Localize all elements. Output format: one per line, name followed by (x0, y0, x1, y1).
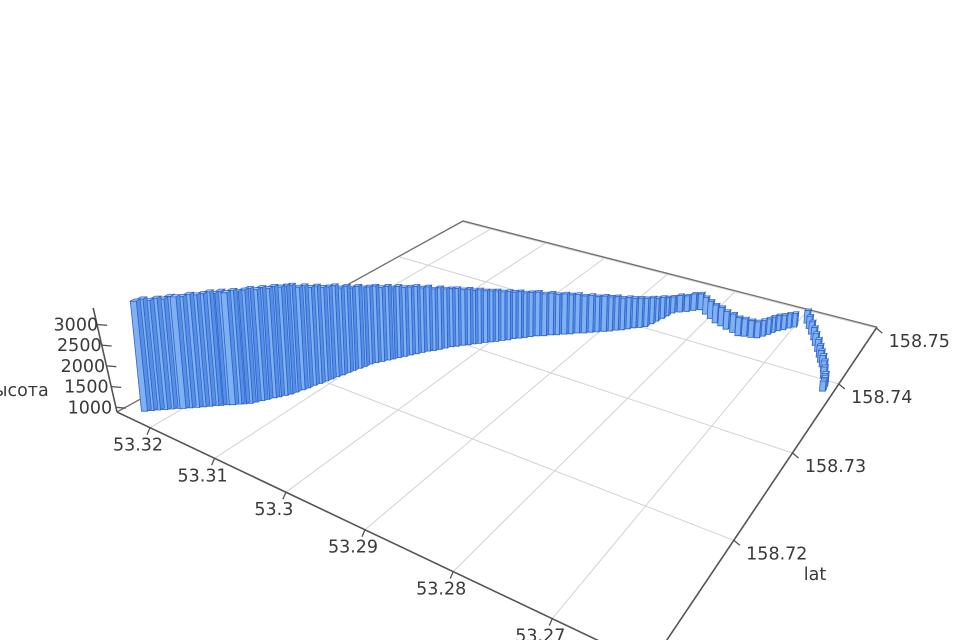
x-tick-label: 53.28 (416, 580, 466, 600)
bar-front-face (734, 317, 742, 337)
bar3d-column (753, 319, 763, 339)
x-tick (146, 427, 151, 435)
bar-front-face (683, 295, 691, 312)
axis-spines (116, 326, 878, 640)
z-axis-label: высота (0, 381, 49, 401)
x-tick-label: 53.29 (328, 538, 378, 558)
bar3d-column (818, 377, 829, 393)
bar3d-column (722, 308, 732, 331)
y-tick-label: 158.72 (746, 544, 807, 564)
bar-front-face (129, 300, 148, 412)
x-tick-label: 53.3 (254, 500, 293, 520)
bar3d-column (600, 293, 611, 333)
z-tick (111, 385, 122, 389)
z-tick-label: 1000 (68, 398, 113, 418)
z-tick (106, 365, 117, 368)
bar-front-face (697, 293, 705, 311)
bar3d-column (219, 290, 240, 406)
y-tick-label: 158.73 (805, 457, 866, 477)
bar3d-column (683, 293, 693, 313)
bar-front-face (560, 293, 568, 335)
bar-front-face (818, 380, 827, 392)
y-tick (792, 452, 799, 459)
bar3d-column (547, 290, 557, 336)
bar-front-face (701, 296, 709, 315)
x-tick-label: 53.27 (515, 627, 565, 640)
y-tick (733, 539, 741, 546)
z-tick-label: 1500 (64, 378, 109, 398)
bar-front-face (717, 307, 725, 327)
grid-line-lat (452, 290, 736, 572)
bar-front-face (747, 320, 755, 338)
bar-front-face (711, 304, 719, 324)
bar3d-column (533, 289, 544, 337)
y-axis-label: lat (804, 565, 827, 585)
bar3d-column (690, 291, 700, 312)
x-tick (211, 458, 216, 466)
bar-front-face (729, 313, 737, 333)
z-tick (96, 323, 108, 326)
x-tick (449, 571, 454, 579)
grid-line-lat (551, 309, 809, 619)
bar3d-column (560, 291, 571, 335)
x-tick (282, 491, 287, 500)
x-tick (548, 618, 553, 626)
bar-front-face (740, 318, 749, 337)
bar-front-face (169, 296, 187, 409)
y-tick-label: 158.74 (851, 388, 912, 408)
z-tick-label: 2000 (61, 357, 106, 377)
x-tick-label: 53.32 (113, 436, 163, 456)
bar3d-column (740, 316, 751, 338)
bar-front-face (676, 295, 684, 313)
bar3d-column (128, 298, 152, 412)
y-tick (838, 383, 846, 390)
z-tick (115, 406, 126, 409)
y-tick (875, 327, 883, 334)
z-axis-spine (92, 307, 118, 413)
bar3d-column (676, 293, 686, 313)
y-tick-label: 158.75 (889, 332, 950, 352)
x-tick (361, 529, 366, 537)
bar3d-column (168, 294, 191, 409)
bar-front-face (753, 321, 762, 339)
bar-front-face (706, 300, 714, 319)
bar-front-face (220, 292, 236, 406)
bar3d-column (540, 291, 551, 337)
x-tick-label: 53.31 (178, 466, 228, 486)
z-tick-label: 2500 (57, 336, 102, 356)
bar3d-column (580, 293, 591, 334)
z-tick (101, 344, 112, 347)
z-tick-label: 3000 (54, 316, 99, 336)
bar-front-face (722, 310, 730, 330)
